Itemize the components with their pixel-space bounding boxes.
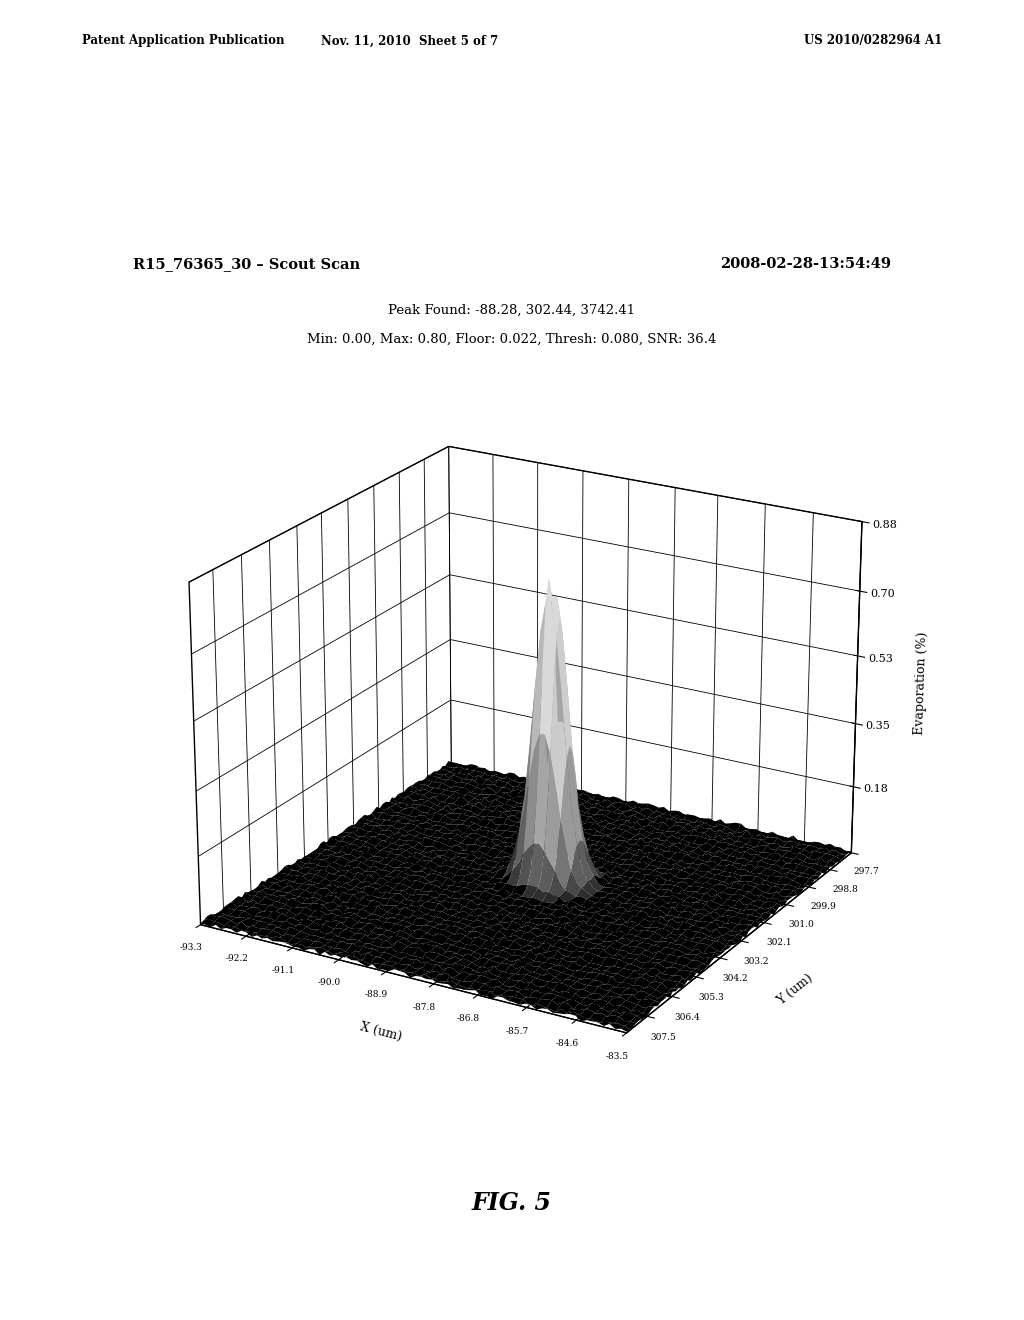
Text: Nov. 11, 2010  Sheet 5 of 7: Nov. 11, 2010 Sheet 5 of 7 [321, 34, 499, 48]
Text: Patent Application Publication: Patent Application Publication [82, 34, 285, 48]
Text: Peak Found: -88.28, 302.44, 3742.41: Peak Found: -88.28, 302.44, 3742.41 [388, 304, 636, 317]
Y-axis label: Y (um): Y (um) [774, 972, 815, 1008]
Text: 2008-02-28-13:54:49: 2008-02-28-13:54:49 [720, 257, 891, 272]
X-axis label: X (um): X (um) [358, 1020, 403, 1043]
Text: R15_76365_30 – Scout Scan: R15_76365_30 – Scout Scan [133, 257, 360, 272]
Text: US 2010/0282964 A1: US 2010/0282964 A1 [804, 34, 942, 48]
Text: Min: 0.00, Max: 0.80, Floor: 0.022, Thresh: 0.080, SNR: 36.4: Min: 0.00, Max: 0.80, Floor: 0.022, Thre… [307, 333, 717, 346]
Text: FIG. 5: FIG. 5 [472, 1191, 552, 1214]
